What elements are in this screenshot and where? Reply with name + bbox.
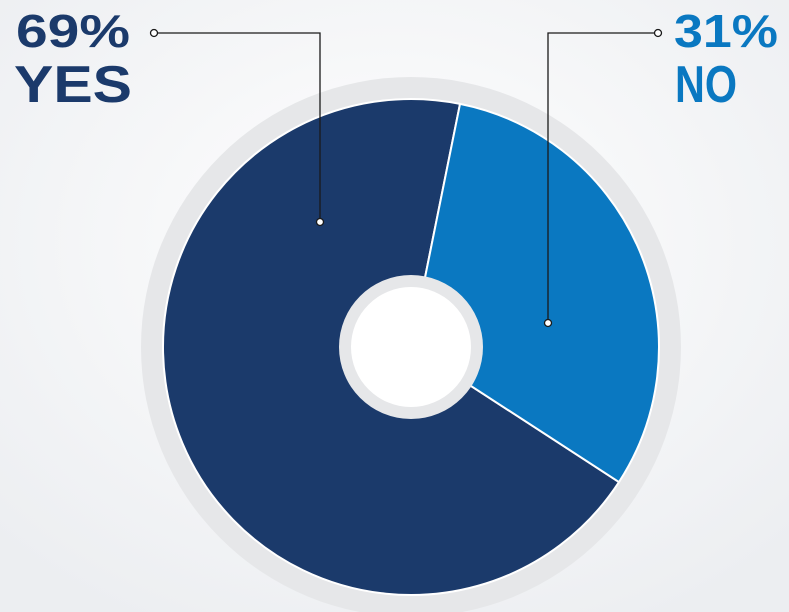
leader-line — [547, 32, 654, 320]
category-label: YES — [14, 56, 132, 114]
value-label: 69% — [16, 5, 130, 57]
leader-line — [158, 32, 321, 219]
category-label: NO — [675, 56, 737, 114]
leaders — [149, 28, 663, 328]
leader-dot — [653, 28, 663, 38]
value-label: 31% — [674, 5, 778, 57]
leader-dot — [149, 28, 159, 38]
leader-dot — [543, 318, 553, 328]
leader-dot — [315, 217, 325, 227]
hole — [351, 287, 471, 407]
slice — [409, 102, 660, 484]
